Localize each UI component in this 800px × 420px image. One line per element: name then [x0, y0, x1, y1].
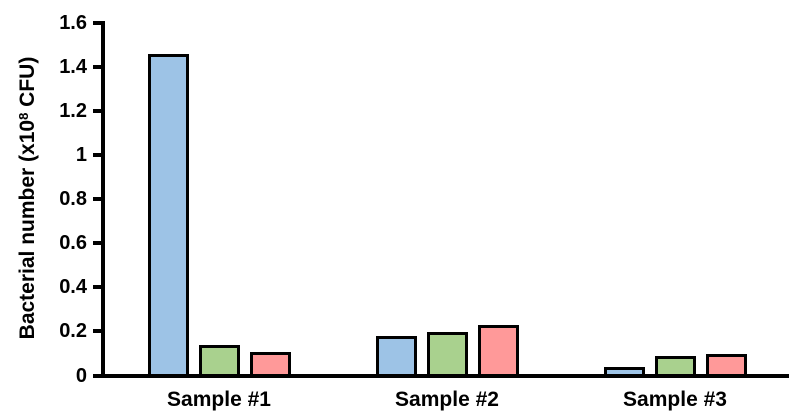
bar-sample1-blue	[147, 54, 189, 376]
x-axis-label-sample2: Sample #2	[395, 388, 499, 411]
bar-sample2-red	[477, 325, 519, 376]
y-axis-tick-label: 0.6	[59, 232, 87, 255]
bar-sample1-red	[249, 351, 291, 376]
y-axis-line	[101, 20, 105, 378]
bar-sample2-green	[426, 332, 468, 376]
y-axis-tick	[93, 197, 105, 201]
y-axis-tick	[93, 373, 105, 378]
y-axis-tick-label: 0	[75, 364, 87, 387]
y-axis-tick	[93, 241, 105, 246]
y-axis-tick-label: 0.8	[59, 188, 87, 210]
bar-sample2-blue	[375, 336, 417, 376]
y-axis-tick-label: 0.4	[59, 276, 87, 299]
x-axis-label-sample1: Sample #1	[167, 388, 271, 411]
y-axis-tick	[93, 152, 105, 157]
y-axis-tick	[93, 329, 105, 334]
y-axis-tick	[93, 108, 105, 113]
y-axis-tick-label: 0.2	[59, 320, 87, 343]
bar-sample3-red	[705, 354, 747, 376]
y-axis-tick-label: 1.2	[59, 99, 87, 122]
x-axis-line	[101, 373, 789, 378]
y-axis-tick	[93, 64, 105, 69]
y-axis-tick-label: 1.4	[59, 55, 87, 78]
y-axis-tick-label: 1.6	[59, 11, 87, 34]
bar-sample3-blue	[603, 367, 645, 376]
bar-sample3-green	[654, 356, 696, 376]
y-axis-tick-label: 1	[75, 143, 87, 166]
y-axis-tick	[93, 20, 105, 25]
x-axis-label-sample3: Sample #3	[623, 388, 727, 411]
bar-sample1-green	[198, 345, 240, 376]
y-axis-tick	[93, 285, 105, 290]
